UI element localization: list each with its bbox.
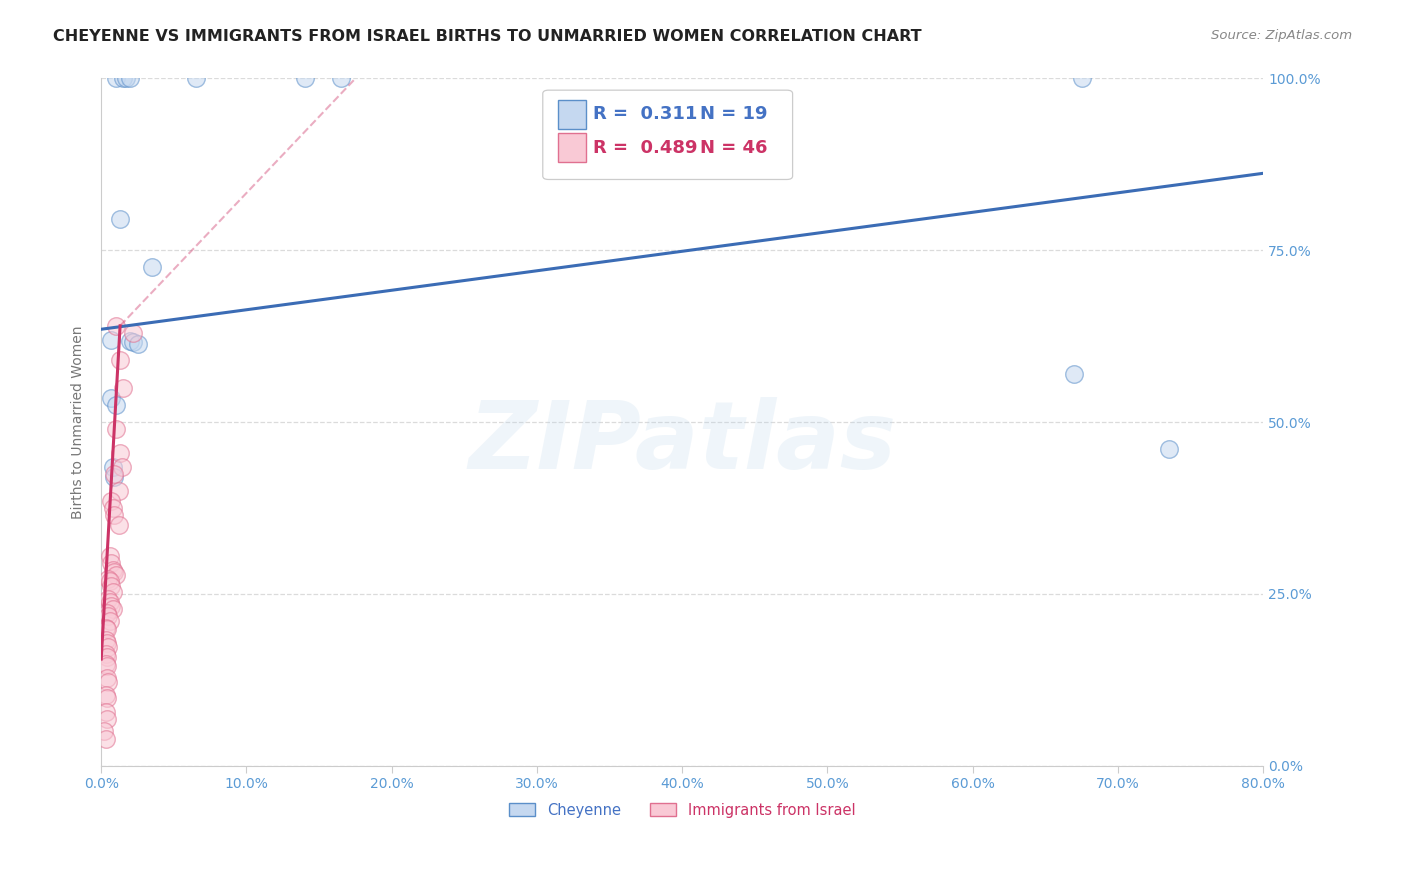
Point [96,691,118,706]
Point [96,636,118,650]
Point [100,494,122,508]
Point [94,657,117,671]
Point [115,71,138,86]
Point [98,549,121,563]
Point [111,71,134,86]
Point [98,595,121,609]
Point [98,614,121,628]
Text: Source: ZipAtlas.com: Source: ZipAtlas.com [1212,29,1353,42]
Point [122,335,145,350]
Point [107,483,129,498]
Point [94,732,117,747]
Text: N = 46: N = 46 [700,139,768,157]
Point [127,336,149,351]
Point [100,333,122,347]
Point [101,602,124,616]
Point [98,574,121,589]
FancyBboxPatch shape [558,101,586,129]
Point [1063,367,1085,381]
Point [97,674,120,689]
Point [94,689,117,703]
Point [104,398,127,412]
Point [94,621,117,635]
Point [1405,71,1406,86]
Point [100,556,122,570]
Point [184,71,207,86]
Point [96,606,118,620]
Text: R =  0.489: R = 0.489 [593,139,697,157]
Y-axis label: Births to Unmarried Women: Births to Unmarried Women [72,326,86,519]
Point [96,671,118,685]
Point [96,712,118,726]
Text: N = 19: N = 19 [700,105,768,123]
FancyBboxPatch shape [543,90,793,179]
Point [1157,442,1180,457]
Point [120,71,142,86]
Legend: Cheyenne, Immigrants from Israel: Cheyenne, Immigrants from Israel [503,797,862,823]
Point [141,260,163,275]
Point [96,650,118,665]
Point [329,71,352,86]
Point [93,724,115,739]
Point [100,391,122,405]
Point [97,640,120,655]
Point [103,467,125,481]
Point [100,578,122,592]
Point [294,71,316,86]
Point [103,508,125,522]
Text: CHEYENNE VS IMMIGRANTS FROM ISRAEL BIRTHS TO UNMARRIED WOMEN CORRELATION CHART: CHEYENNE VS IMMIGRANTS FROM ISRAEL BIRTH… [53,29,922,44]
Point [111,381,134,395]
Point [107,518,129,533]
Point [94,705,117,719]
Point [96,623,118,637]
Point [100,599,122,614]
FancyBboxPatch shape [558,134,586,162]
Point [94,647,117,661]
Point [101,500,124,515]
Point [104,318,127,333]
Point [103,470,125,484]
Point [110,459,132,474]
Point [103,565,125,579]
Point [101,459,124,474]
Point [1070,71,1092,86]
Point [108,212,131,227]
Point [96,659,118,673]
Point [120,334,142,348]
Point [104,567,127,582]
Point [97,572,120,586]
Point [104,71,127,86]
Point [101,585,124,599]
Point [108,353,131,368]
Point [101,563,124,577]
Text: R =  0.311: R = 0.311 [593,105,697,123]
Point [97,592,120,607]
Point [97,608,120,623]
Point [94,633,117,648]
Point [104,422,127,436]
Text: ZIPatlas: ZIPatlas [468,397,896,489]
Point [108,446,131,460]
Point [122,326,145,340]
